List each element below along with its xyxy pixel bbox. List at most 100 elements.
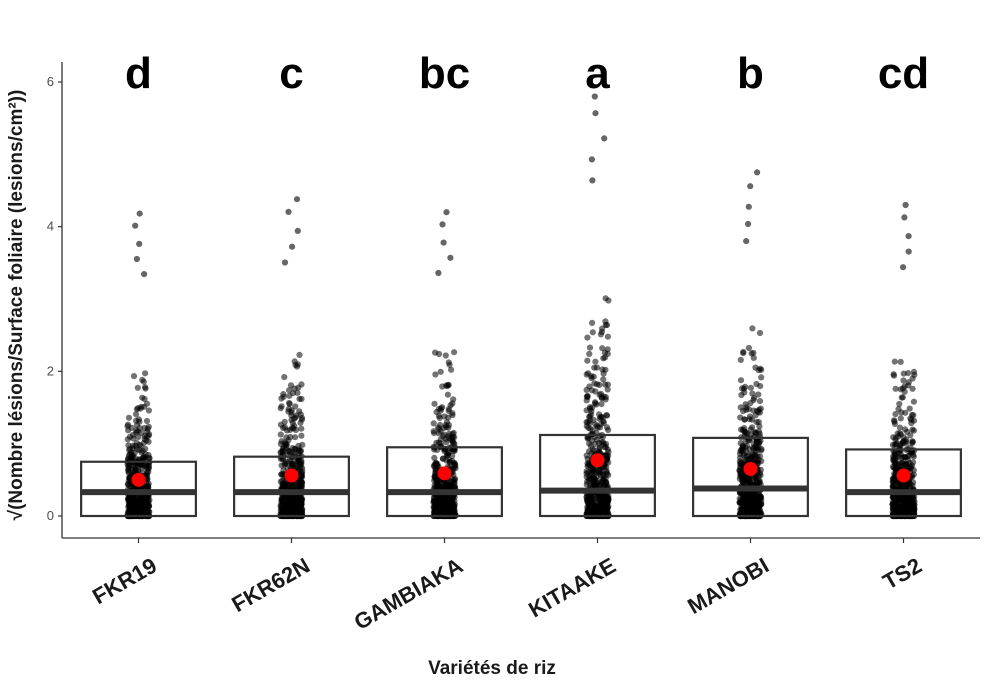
- data-point: [892, 385, 899, 392]
- data-point: [140, 497, 148, 504]
- significance-letter: cd: [878, 49, 929, 98]
- significance-letter: bc: [419, 49, 470, 98]
- data-point: [890, 372, 898, 379]
- data-point: [145, 407, 152, 414]
- data-point: [900, 370, 907, 377]
- mean-marker: [743, 461, 758, 476]
- data-point: [141, 395, 148, 403]
- data-point: [743, 443, 751, 450]
- data-point: [135, 497, 142, 505]
- outlier-point: [443, 209, 450, 216]
- data-point: [749, 325, 756, 332]
- box-gambiaka: [386, 446, 503, 518]
- data-point: [910, 427, 918, 434]
- data-point: [288, 407, 295, 414]
- data-point: [280, 507, 287, 514]
- data-point: [604, 381, 612, 388]
- data-point: [286, 392, 293, 399]
- data-point: [132, 508, 139, 515]
- significance-letter: b: [737, 49, 764, 98]
- data-point: [894, 499, 901, 506]
- data-point: [296, 466, 303, 473]
- data-point: [747, 426, 754, 433]
- data-point: [278, 403, 285, 410]
- x-tick-label: FKR62N: [227, 553, 314, 617]
- data-point: [286, 387, 293, 394]
- data-point: [910, 368, 918, 375]
- data-point: [431, 400, 438, 407]
- data-point: [435, 412, 443, 419]
- data-point: [743, 406, 750, 413]
- data-point: [450, 439, 457, 446]
- ticks: 0 2 4 6 FKR19 FKR62N GAMBIAKA KITAAKE MANOBI TS2: [47, 74, 926, 635]
- jitter-group-manobi: [736, 169, 765, 520]
- data-point: [595, 467, 602, 475]
- data-point: [583, 371, 590, 378]
- data-point: [752, 474, 760, 481]
- significance-letter: a: [585, 49, 610, 98]
- data-point: [892, 411, 899, 418]
- data-point: [601, 349, 609, 356]
- data-point: [756, 329, 764, 337]
- x-tick-label: TS2: [879, 553, 926, 595]
- data-point: [749, 444, 757, 451]
- data-point: [446, 457, 453, 464]
- outlier-point: [133, 255, 140, 263]
- data-point: [757, 383, 764, 390]
- mean-marker: [284, 468, 299, 483]
- data-point: [591, 380, 598, 387]
- data-point: [892, 434, 900, 441]
- data-point: [586, 448, 593, 455]
- data-point: [126, 507, 134, 515]
- data-point: [754, 503, 761, 510]
- outlier-point: [747, 183, 754, 190]
- data-point: [591, 482, 598, 489]
- data-point: [745, 344, 753, 352]
- data-point: [891, 449, 898, 456]
- data-point: [755, 494, 763, 501]
- data-point: [605, 459, 612, 466]
- data-point: [898, 409, 905, 416]
- box-fkr62n: [233, 455, 350, 518]
- data-point: [598, 400, 605, 408]
- data-point: [757, 365, 764, 372]
- data-point: [277, 431, 284, 438]
- jitter-points: [124, 93, 918, 520]
- data-point: [442, 483, 449, 490]
- data-point: [145, 423, 152, 430]
- data-point: [748, 501, 755, 509]
- data-point: [297, 411, 304, 418]
- data-point: [432, 371, 439, 378]
- data-point: [601, 493, 608, 500]
- data-point: [439, 383, 446, 390]
- data-point: [740, 498, 747, 505]
- data-point: [755, 456, 762, 464]
- data-point: [896, 424, 904, 431]
- outlier-point: [905, 248, 912, 255]
- outlier-point: [745, 203, 752, 210]
- data-point: [288, 416, 295, 424]
- data-point: [291, 450, 298, 458]
- data-point: [604, 504, 611, 511]
- data-point: [602, 295, 609, 302]
- data-point: [146, 455, 153, 462]
- data-point: [133, 406, 140, 413]
- data-point: [896, 504, 904, 511]
- outlier-point: [745, 220, 752, 228]
- outlier-point: [900, 264, 907, 271]
- mean-marker: [896, 468, 911, 483]
- outlier-point: [905, 233, 912, 240]
- data-point: [910, 398, 918, 405]
- outlier-point: [294, 227, 301, 234]
- data-point: [604, 386, 611, 393]
- data-point: [752, 364, 759, 371]
- outlier-point: [439, 221, 446, 228]
- data-point: [595, 440, 603, 447]
- data-point: [443, 505, 450, 512]
- data-point: [449, 452, 456, 459]
- data-point: [752, 452, 759, 459]
- data-point: [297, 499, 304, 506]
- data-point: [146, 431, 153, 438]
- data-point: [444, 382, 451, 390]
- x-tick-label: MANOBI: [683, 553, 773, 619]
